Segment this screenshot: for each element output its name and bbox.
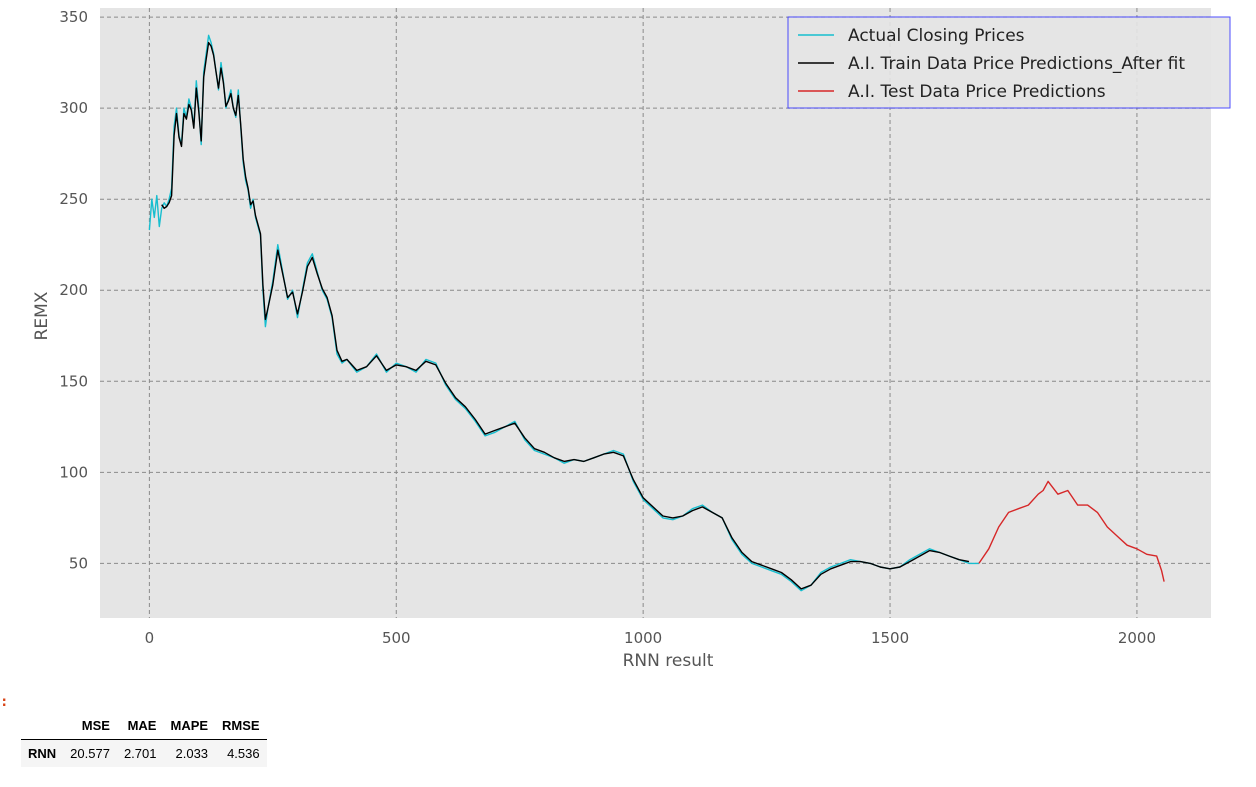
cell-output-prompt: : xyxy=(0,694,9,710)
series-lines xyxy=(148,34,1165,592)
price-prediction-chart: 0 500 1000 1500 2000 50 100 150 200 250 300 350 RN… xyxy=(32,8,1231,671)
legend-entry-label: Actual Closing Prices xyxy=(848,26,1025,46)
plot-area xyxy=(100,8,1211,618)
metrics-header-row: MSE MAE MAPE RMSE xyxy=(21,712,267,740)
metrics-header-mae: MAE xyxy=(116,712,164,740)
x-tick-label: 1500 xyxy=(871,629,909,647)
x-tick-labels: 0 500 1000 1500 2000 xyxy=(145,629,1156,647)
y-axis-label: REMX xyxy=(32,291,52,340)
y-tick-label: 100 xyxy=(59,463,88,481)
legend-entry-label: A.I. Test Data Price Predictions xyxy=(848,82,1106,102)
x-tick-label: 0 xyxy=(145,629,155,647)
series-line-3 xyxy=(978,480,1165,582)
x-axis-label: RNN result xyxy=(623,651,714,671)
legend-entry-label: A.I. Train Data Price Predictions_After … xyxy=(848,54,1185,74)
y-tick-label: 250 xyxy=(59,190,88,208)
metrics-cell-mape: 2.033 xyxy=(163,739,216,767)
metrics-table: MSE MAE MAPE RMSE RNN 20.577 2.701 2.033… xyxy=(21,712,267,767)
metrics-header-mape: MAPE xyxy=(163,712,216,740)
series-line-2 xyxy=(161,41,970,590)
y-tick-label: 200 xyxy=(59,281,88,299)
x-tick-label: 500 xyxy=(382,629,411,647)
metrics-cell-mae: 2.701 xyxy=(116,739,164,767)
metrics-cell-rmse: 4.536 xyxy=(215,739,267,767)
y-tick-label: 50 xyxy=(69,554,88,572)
y-tick-label: 350 xyxy=(59,8,88,26)
table-row: RNN 20.577 2.701 2.033 4.536 xyxy=(21,739,267,767)
y-tick-label: 300 xyxy=(59,99,88,117)
metrics-cell-mse: 20.577 xyxy=(63,739,117,767)
x-tick-label: 1000 xyxy=(624,629,662,647)
metrics-row-label: RNN xyxy=(21,739,64,767)
legend: Actual Closing Prices A.I. Train Data Pri… xyxy=(787,16,1231,109)
metrics-header-rmse: RMSE xyxy=(215,712,267,740)
y-tick-labels: 50 100 150 200 250 300 350 xyxy=(59,8,88,572)
y-tick-label: 150 xyxy=(59,372,88,390)
metrics-header-mse: MSE xyxy=(63,712,117,740)
legend-box xyxy=(787,16,1231,109)
x-tick-label: 2000 xyxy=(1118,629,1156,647)
metrics-header-corner xyxy=(21,712,64,740)
